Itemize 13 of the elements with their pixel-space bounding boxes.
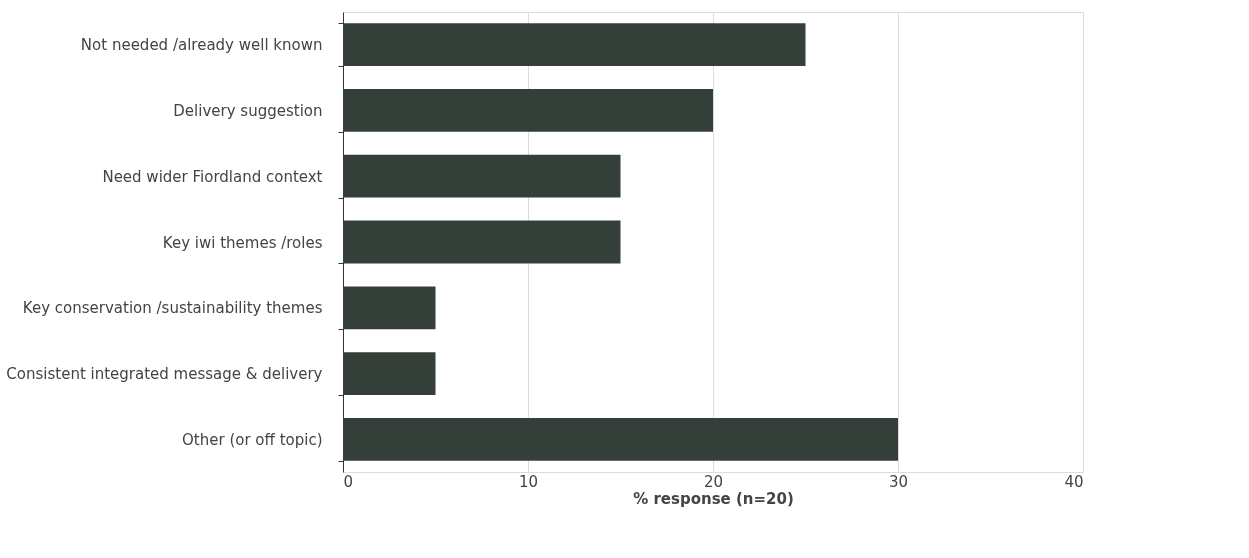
x-tick-label: 10 (518, 472, 539, 491)
x-tick-label: 40 (1064, 472, 1084, 491)
x-tick-label: 30 (888, 472, 909, 491)
y-tick-label: Need wider Fiordland context (102, 167, 323, 186)
y-tick-label: Key iwi themes /roles (162, 233, 323, 252)
y-tick-label: Key conservation /sustainability themes (22, 299, 323, 318)
y-tick-label: Consistent integrated message & delivery (6, 365, 323, 384)
x-axis-title: % response (n=20) (633, 489, 794, 508)
y-tick-label: Not needed /already well known (80, 36, 323, 55)
y-tick-label: Delivery suggestion (173, 101, 323, 120)
x-tick-label: 0 (343, 472, 354, 491)
x-tick-label: 20 (703, 472, 724, 491)
y-tick-label: Other (or off topic) (182, 430, 323, 449)
